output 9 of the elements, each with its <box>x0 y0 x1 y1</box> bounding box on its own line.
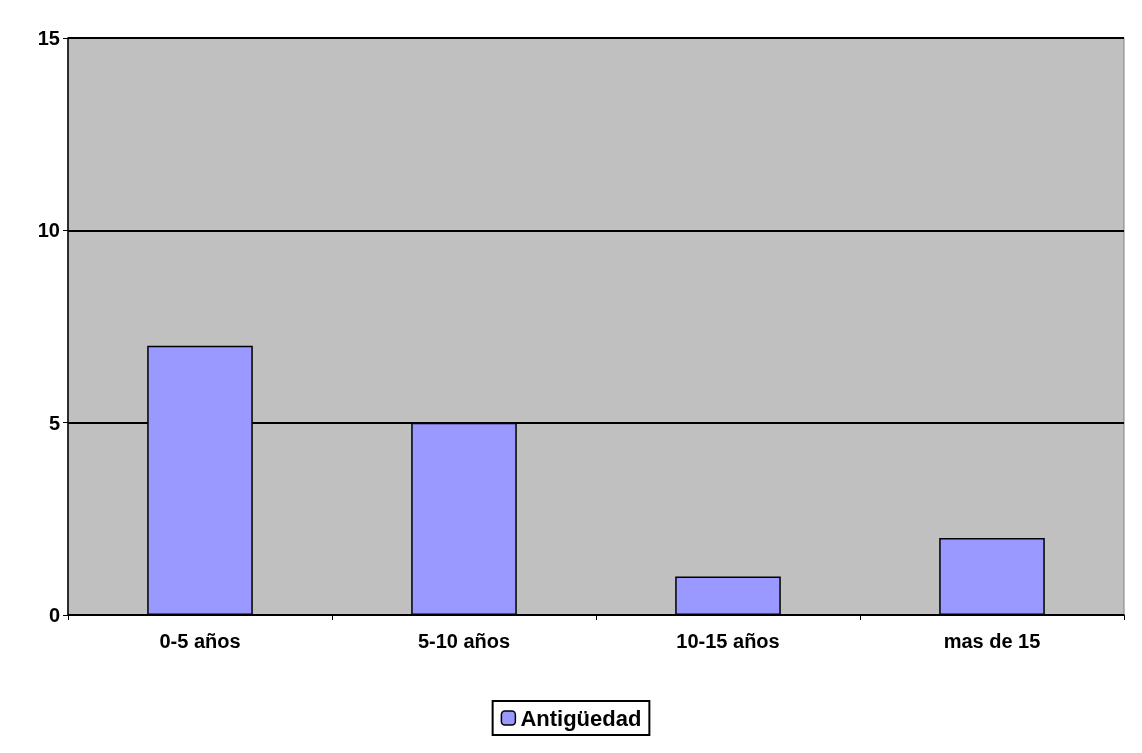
x-tick-label: 10-15 años <box>676 630 780 652</box>
x-tick-label: 0-5 años <box>159 630 241 652</box>
y-tick-label: 15 <box>37 27 60 49</box>
x-tick-label: mas de 15 <box>943 630 1041 652</box>
y-tick-label: 10 <box>37 219 60 242</box>
y-tick-label: 5 <box>48 411 60 434</box>
y-tick-label: 0 <box>48 604 60 626</box>
legend-label: Antigüedad <box>520 705 642 731</box>
x-tick-label: 5-10 años <box>417 630 511 652</box>
